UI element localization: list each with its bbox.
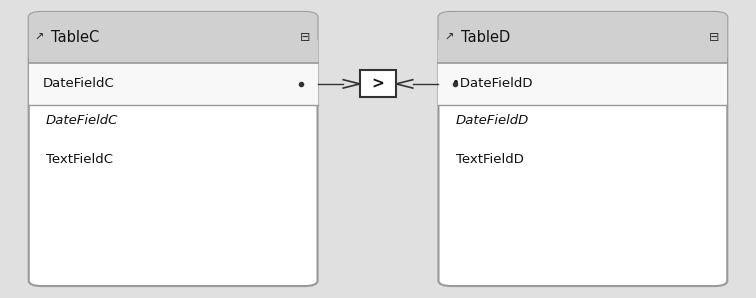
Bar bbox=[29, 40, 318, 63]
FancyBboxPatch shape bbox=[438, 12, 727, 286]
Text: ⊟: ⊟ bbox=[299, 31, 310, 44]
Text: DateFieldC: DateFieldC bbox=[46, 114, 119, 127]
Bar bbox=[438, 40, 727, 63]
FancyBboxPatch shape bbox=[438, 12, 727, 63]
Text: TableD: TableD bbox=[461, 30, 510, 45]
FancyBboxPatch shape bbox=[29, 12, 318, 286]
Text: •DateFieldD: •DateFieldD bbox=[452, 77, 532, 90]
Text: TextFieldC: TextFieldC bbox=[46, 153, 113, 166]
FancyBboxPatch shape bbox=[29, 12, 318, 63]
Text: DateFieldC: DateFieldC bbox=[42, 77, 114, 90]
Text: >: > bbox=[372, 76, 384, 91]
Text: DateFieldD: DateFieldD bbox=[456, 114, 529, 127]
Text: TableC: TableC bbox=[51, 30, 100, 45]
Bar bbox=[29, 63, 318, 105]
Bar bbox=[360, 71, 396, 97]
Text: ⊟: ⊟ bbox=[709, 31, 720, 44]
Text: TextFieldD: TextFieldD bbox=[456, 153, 524, 166]
Text: ↗: ↗ bbox=[35, 32, 44, 42]
Bar bbox=[438, 63, 727, 105]
Text: ↗: ↗ bbox=[445, 32, 454, 42]
